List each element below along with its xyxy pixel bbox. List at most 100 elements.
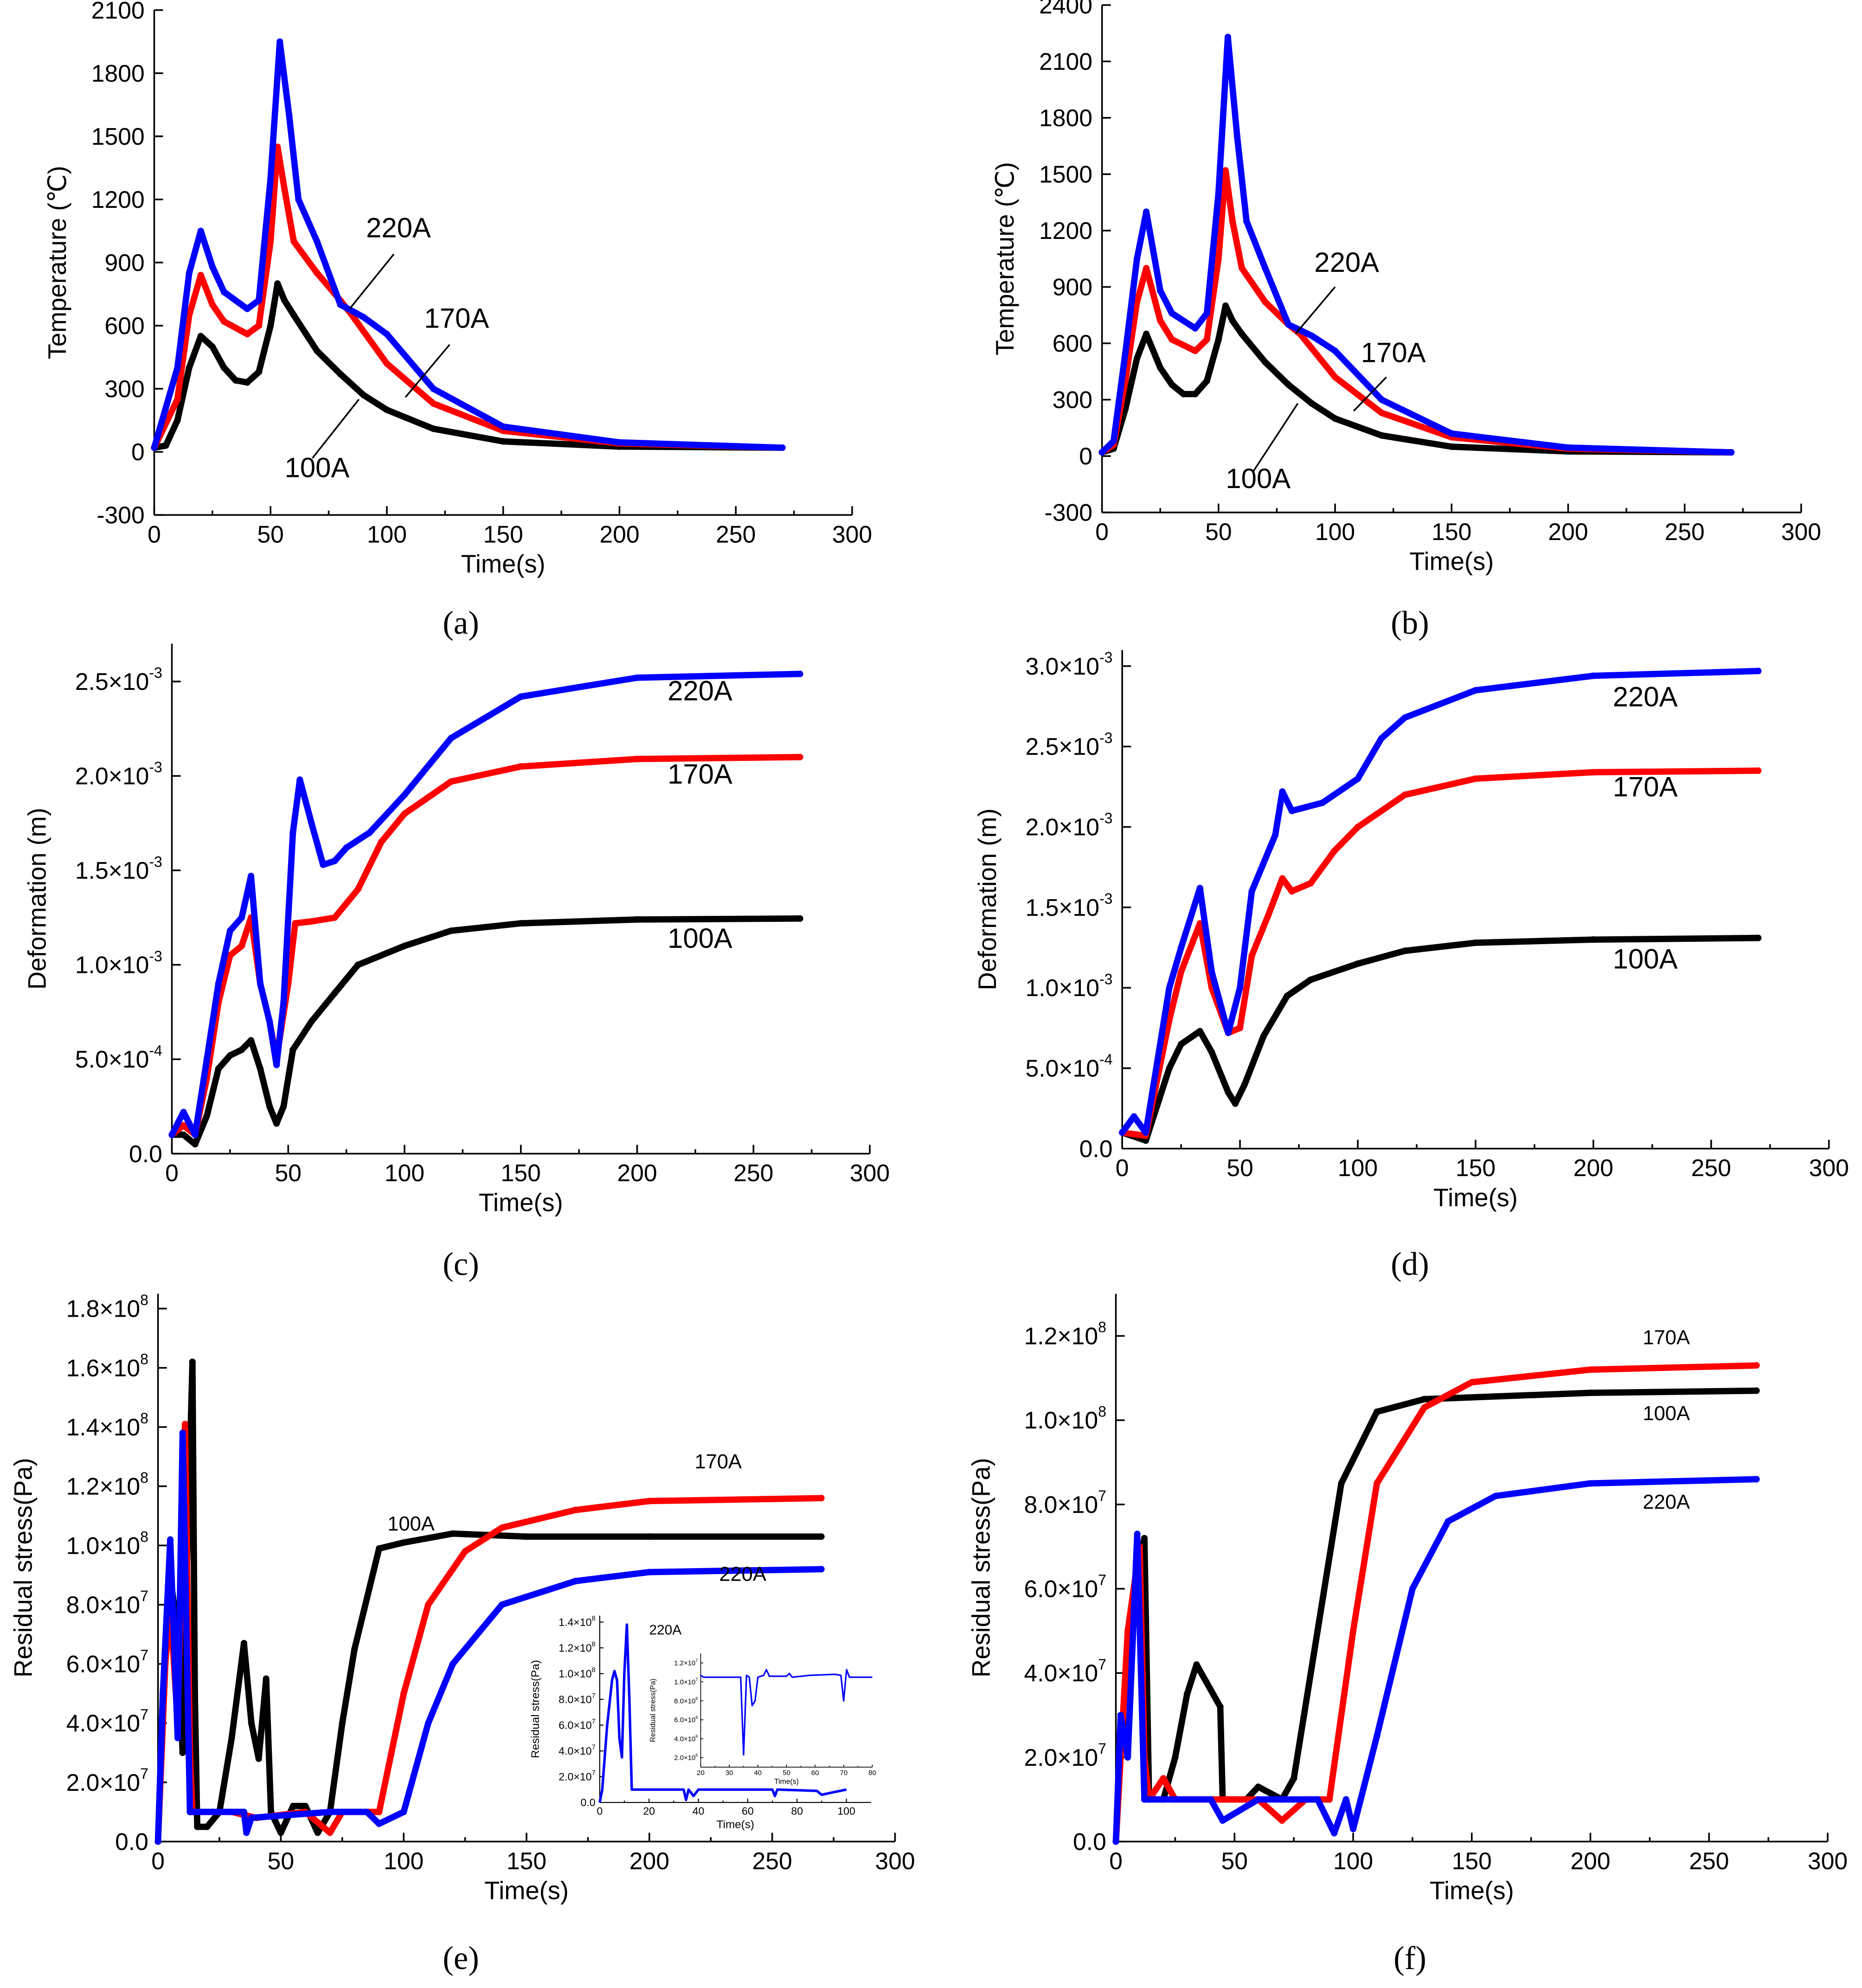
- y-tick-mantissa: 6.0×10: [559, 1719, 591, 1731]
- x-tick-label: 200: [1573, 1154, 1613, 1181]
- y-tick-mantissa: 0.0: [129, 1140, 162, 1167]
- y-tick-label: 0.0: [115, 1828, 148, 1855]
- series-label: 170A: [1361, 337, 1426, 368]
- data-point-170A: [1354, 824, 1361, 830]
- y-tick-label: 1.4×108: [559, 1615, 595, 1628]
- data-point-170A: [209, 301, 216, 308]
- data-point-100A: [1133, 355, 1141, 362]
- data-point-170A: [1239, 264, 1246, 272]
- x-tick-label: 0: [148, 521, 161, 547]
- y-tick-mantissa: 1.5×10: [1025, 894, 1099, 921]
- data-point-100A: [331, 990, 338, 997]
- series-label: 170A: [1643, 1327, 1690, 1349]
- y-tick-exponent: -3: [1099, 971, 1112, 987]
- x-tick-label: 50: [257, 521, 284, 547]
- data-point-220A: [186, 270, 193, 277]
- y-tick-label: 1.5×10-3: [1025, 890, 1112, 921]
- y-axis-label: Residual stress(Pa): [9, 1458, 38, 1677]
- data-point-170A: [290, 238, 297, 245]
- x-tick-label: 300: [1808, 1847, 1848, 1874]
- y-tick-label: 1800: [91, 60, 145, 87]
- series-line-220A: [169, 670, 800, 1138]
- data-point-220A: [572, 1577, 579, 1584]
- data-point-100A: [256, 368, 263, 375]
- y-axis-label: Residual stress(Pa): [649, 1679, 657, 1742]
- data-point-220A: [499, 1601, 506, 1608]
- x-tick-label: 250: [1689, 1847, 1729, 1874]
- data-point-170A: [400, 1690, 407, 1697]
- data-point-220A: [248, 1814, 255, 1821]
- y-tick-mantissa: 2.0×10: [75, 763, 149, 790]
- x-tick-label: 150: [483, 521, 523, 547]
- data-point-100A: [646, 1533, 653, 1540]
- y-tick-mantissa: 1200: [1039, 217, 1092, 244]
- data-point-100A: [1180, 391, 1187, 398]
- data-point-100A: [337, 371, 344, 378]
- panel-b: 0 50 100 150 200 250 300-300030060090012001500…: [991, 0, 1821, 641]
- data-point-100A: [1755, 934, 1762, 941]
- y-tick-mantissa: 1.4×10: [559, 1616, 591, 1628]
- y-tick-mantissa: 1.2×10: [66, 1473, 141, 1500]
- data-point-100A: [257, 1065, 264, 1072]
- data-point-220A: [1272, 831, 1279, 838]
- data-point-220A: [363, 1808, 370, 1815]
- data-point-100A: [1172, 1754, 1179, 1761]
- y-tick-label: 1.2×108: [1024, 1319, 1106, 1350]
- series-line-170A: [1112, 1362, 1757, 1842]
- x-tick-label: 0: [1109, 1847, 1123, 1874]
- data-point-100A: [1196, 1028, 1203, 1035]
- data-point-100A: [1215, 336, 1222, 343]
- y-tick-label: 1200: [1039, 217, 1092, 244]
- data-point-100A: [1239, 330, 1246, 337]
- data-point-170A: [1331, 373, 1339, 380]
- y-tick-mantissa: 8.0×10: [674, 1697, 695, 1705]
- x-tick-label: 300: [1809, 1154, 1849, 1181]
- data-point-220A: [247, 873, 255, 880]
- data-point-100A: [186, 364, 193, 371]
- series-line-170A: [1100, 167, 1732, 456]
- data-point-220A: [1112, 1838, 1119, 1845]
- data-point-170A: [1288, 888, 1295, 895]
- data-point-100A: [401, 942, 408, 949]
- data-point-220A: [1219, 1817, 1226, 1824]
- data-point-220A: [1225, 1029, 1232, 1036]
- data-point-100A: [818, 1533, 825, 1540]
- y-tick-exponent: 7: [1098, 1740, 1106, 1757]
- y-axis-label: Residual stress(Pa): [967, 1458, 995, 1677]
- y-tick-label: 600: [105, 312, 145, 339]
- data-point-220A: [517, 693, 524, 700]
- series-label: 100A: [1226, 463, 1291, 494]
- data-point-220A: [1243, 218, 1250, 225]
- data-point-220A: [1134, 1531, 1141, 1538]
- series-line-100A: [154, 1358, 822, 1842]
- y-tick-mantissa: 0: [1079, 443, 1092, 470]
- panel-caption: (a): [443, 605, 479, 641]
- x-tick-label: 200: [1548, 518, 1588, 545]
- y-tick-exponent: 8: [140, 1469, 148, 1486]
- data-point-220A: [1166, 984, 1173, 991]
- data-point-170A: [1590, 769, 1597, 776]
- data-point-100A: [517, 920, 524, 927]
- data-point-100A: [247, 1037, 255, 1044]
- y-tick-mantissa: 300: [1053, 386, 1092, 413]
- y-tick-mantissa: 600: [1053, 330, 1092, 357]
- data-point-220A: [1565, 444, 1572, 451]
- data-point-100A: [400, 1539, 407, 1546]
- y-tick-label: 6.0×107: [1024, 1572, 1106, 1602]
- data-point-100A: [255, 1755, 262, 1762]
- y-tick-mantissa: 5.0×10: [75, 1046, 149, 1073]
- data-point-220A: [1119, 1129, 1126, 1136]
- y-tick-mantissa: 1800: [91, 60, 145, 87]
- series-label: 100A: [1613, 944, 1678, 975]
- y-tick-mantissa: 8.0×10: [559, 1693, 591, 1705]
- data-point-220A: [314, 238, 321, 245]
- x-tick-label: 20: [643, 1805, 655, 1817]
- data-point-100A: [197, 333, 204, 340]
- data-point-170A: [796, 753, 803, 760]
- data-point-170A: [220, 318, 227, 325]
- y-tick-label: 1200: [91, 186, 145, 213]
- data-point-220A: [818, 1566, 825, 1573]
- data-point-220A: [1117, 1711, 1124, 1718]
- x-tick-label: 250: [716, 521, 756, 547]
- x-tick-label: 150: [1456, 1154, 1496, 1181]
